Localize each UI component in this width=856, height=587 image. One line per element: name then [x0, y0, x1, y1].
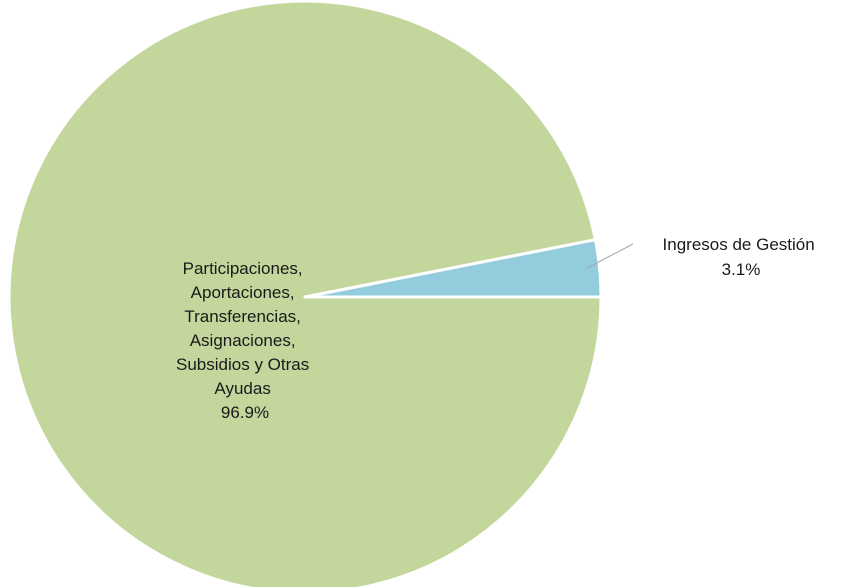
leader-line	[586, 243, 634, 269]
pie-slice	[7, 0, 603, 587]
slice-label-line: Asignaciones,	[190, 331, 296, 350]
slice-label-line: Ingresos de Gestión	[663, 235, 815, 254]
slice-label-line: Participaciones,	[183, 259, 303, 278]
slice-value-label: 3.1%	[722, 260, 761, 279]
slice-label-ingresos: Ingresos de Gestión 3.1%	[663, 235, 820, 279]
pie-slice	[303, 238, 603, 299]
slice-label-line: Aportaciones,	[191, 283, 295, 302]
slice-label-line: Ayudas	[214, 379, 270, 398]
pie-slices	[7, 0, 603, 587]
slice-value-label: 96.9%	[221, 403, 269, 422]
slice-label-line: Subsidios y Otras	[176, 355, 309, 374]
slice-label-participaciones: Participaciones, Aportaciones, Transfere…	[176, 259, 314, 422]
slice-label-line: Transferencias,	[184, 307, 301, 326]
